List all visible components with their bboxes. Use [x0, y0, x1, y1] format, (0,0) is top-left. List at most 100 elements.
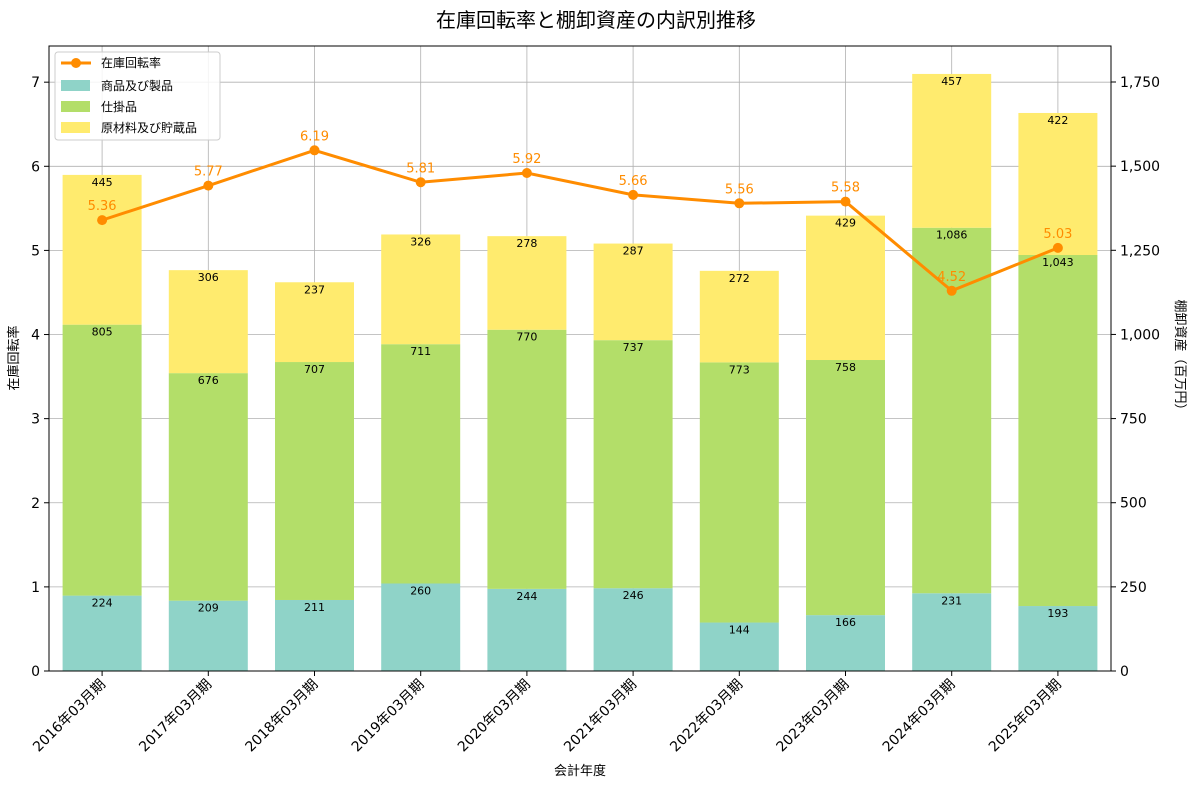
- x-axis-label: 会計年度: [554, 763, 606, 779]
- bar: [168, 600, 248, 671]
- bar: [699, 362, 779, 623]
- bar-value-label: 260: [410, 584, 431, 597]
- bar: [806, 615, 885, 671]
- bar: [275, 599, 354, 671]
- legend-label: 在庫回転率: [101, 55, 161, 70]
- x-tick-label: 2017年03月期: [136, 677, 215, 756]
- bar-value-label: 758: [835, 361, 856, 374]
- line-point: [309, 145, 320, 156]
- line-value-label: 5.58: [831, 181, 860, 196]
- legend-label: 仕掛品: [101, 99, 137, 114]
- bar: [275, 282, 354, 363]
- line-value-label: 5.77: [194, 165, 223, 180]
- bar-value-label: 209: [198, 602, 219, 615]
- bar: [806, 360, 885, 616]
- bar-value-label: 445: [92, 176, 113, 189]
- line-point: [946, 285, 957, 296]
- bar: [593, 243, 673, 341]
- line-series: 5.36 5.77 6.19 5.81 5.92 5.66 5.56 5.58 4.52 5.03: [88, 129, 1072, 296]
- bar-value-label: 1,043: [1042, 256, 1074, 269]
- bar: [487, 236, 567, 330]
- chart-title: 在庫回転率と棚卸資産の内訳別推移: [436, 8, 756, 32]
- bar: [168, 373, 248, 601]
- y-left-tick-label: 7: [31, 75, 40, 91]
- y-left-tick-label: 0: [31, 664, 40, 680]
- y-left-tick-label: 6: [31, 159, 40, 175]
- bar-value-label: 422: [1047, 114, 1068, 127]
- bar: [381, 583, 461, 671]
- bar-value-label: 773: [729, 363, 750, 376]
- legend-label: 商品及び製品: [101, 78, 173, 93]
- x-tick-label: 2020年03月期: [455, 677, 534, 756]
- line-value-label: 5.56: [725, 182, 754, 197]
- y-axis-left-label: 在庫回転率: [6, 325, 22, 390]
- bar: [487, 588, 567, 671]
- bar-value-label: 211: [304, 601, 325, 614]
- bar: [381, 234, 461, 345]
- bar-value-label: 711: [410, 345, 431, 358]
- bar-value-label: 237: [304, 283, 325, 296]
- bar: [912, 73, 992, 228]
- line-path: [101, 148, 1059, 293]
- y-right-tick-label: 1,000: [1120, 327, 1160, 343]
- bar: [1018, 112, 1098, 256]
- line-value-label: 4.52: [937, 270, 966, 285]
- bar: [62, 324, 142, 596]
- x-tick-label: 2025年03月期: [986, 677, 1065, 756]
- x-tick-label: 2018年03月期: [243, 677, 322, 756]
- bar-value-label: 287: [623, 245, 644, 258]
- line-value-label: 5.36: [88, 199, 117, 214]
- bar-value-label: 224: [92, 597, 113, 610]
- line-value-label: 5.66: [619, 174, 648, 189]
- bar-value-label: 231: [941, 594, 962, 607]
- bar: [275, 362, 354, 600]
- bar: [699, 622, 779, 671]
- bar-value-label: 144: [729, 624, 750, 637]
- bar: [487, 329, 567, 589]
- bar-value-label: 1,086: [936, 229, 968, 242]
- plot-frame: [48, 45, 1112, 672]
- y-left-tick-label: 2: [31, 496, 40, 512]
- x-tick-label: 2021年03月期: [561, 677, 640, 756]
- line-value-label: 5.03: [1043, 227, 1072, 242]
- line-point: [1052, 242, 1063, 253]
- bar-value-label: 193: [1047, 607, 1068, 620]
- line-point: [97, 215, 108, 226]
- y-right-tick-label: 500: [1120, 496, 1147, 512]
- line-value-label: 6.19: [300, 129, 329, 144]
- bar-value-label: 272: [729, 272, 750, 285]
- bar-value-label: 457: [941, 75, 962, 88]
- bar: [62, 595, 142, 671]
- bar: [168, 270, 248, 374]
- y-right-tick-label: 0: [1120, 664, 1129, 680]
- bar-value-label: 676: [198, 374, 219, 387]
- y-left-tick-label: 3: [31, 412, 40, 428]
- bar: [1018, 606, 1098, 671]
- legend-label: 原材料及び貯蔵品: [101, 121, 197, 135]
- line-point: [203, 180, 214, 191]
- y-right-tick-label: 750: [1120, 412, 1147, 428]
- bar-value-label: 306: [198, 271, 219, 284]
- bar-value-label: 244: [516, 590, 537, 603]
- legend-swatch: [61, 101, 90, 112]
- legend-box: [54, 51, 221, 141]
- x-tick-label: 2023年03月期: [774, 677, 853, 756]
- bar-value-label: 246: [623, 589, 644, 602]
- y-axis-right-label: 棚卸資産（百万円）: [1172, 299, 1188, 416]
- bar: [381, 344, 461, 584]
- bar-value-label: 770: [516, 331, 537, 344]
- bar: [806, 215, 885, 361]
- line-point: [734, 198, 745, 209]
- x-tick-label: 2019年03月期: [349, 677, 428, 756]
- x-tick-label: 2024年03月期: [880, 677, 959, 756]
- legend-swatch: [61, 80, 90, 91]
- x-tick-label: 2022年03月期: [667, 677, 746, 756]
- line-point: [415, 177, 426, 188]
- bar: [699, 270, 779, 363]
- bar-labels: 224 209 211 260 244 246 144 166 231 193 805 676 707 7…: [92, 75, 1074, 637]
- bar: [912, 593, 992, 671]
- line-point: [840, 196, 851, 207]
- y-right-tick-label: 1,250: [1120, 243, 1160, 259]
- bar: [593, 340, 673, 589]
